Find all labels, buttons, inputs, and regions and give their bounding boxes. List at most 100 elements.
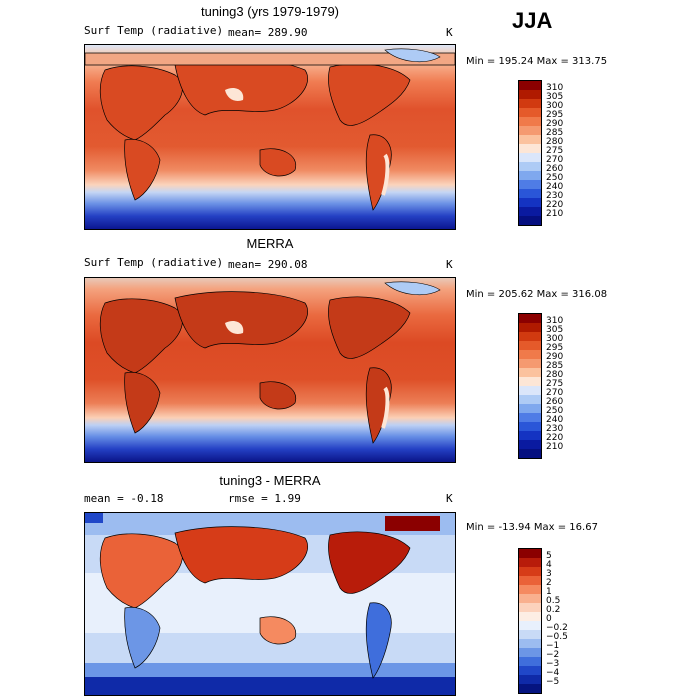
temperature-map: [84, 277, 456, 463]
colorbar-swatch: [519, 153, 541, 162]
unit-label: K: [446, 26, 453, 39]
colorbar-tick-label: 210: [546, 442, 564, 452]
colorbar-tick-label: 290: [546, 352, 564, 362]
colorbar-swatch: [519, 144, 541, 153]
panel-title: tuning3 (yrs 1979-1979): [200, 4, 340, 19]
colorbar-swatch: [519, 630, 541, 639]
colorbar-swatch: [519, 368, 541, 377]
min-max-label: Min = 195.24 Max = 313.75: [466, 56, 608, 67]
colorbar-swatch: [519, 359, 541, 368]
colorbar-tick-label: 285: [546, 361, 564, 371]
colorbar-tick-label: 270: [546, 388, 564, 398]
colorbar-tick-label: 220: [546, 433, 564, 443]
season-label: JJA: [512, 8, 553, 33]
colorbar-swatch: [519, 126, 541, 135]
colorbar-tick-label: 300: [546, 101, 564, 111]
variable-label: Surf Temp (radiative): [84, 256, 224, 269]
unit-label: K: [446, 258, 453, 271]
colorbar-tick-label: 220: [546, 200, 564, 210]
colorbar-tick-label: −0.2: [546, 623, 568, 633]
continent-outlines: [99, 526, 411, 679]
colorbar-swatch: [519, 684, 541, 693]
colorbar-swatch: [519, 341, 541, 350]
colorbar-swatch: [519, 422, 541, 431]
colorbar-tick-label: 305: [546, 92, 564, 102]
colorbar-swatch: [519, 639, 541, 648]
colorbar-tick-label: 250: [546, 173, 564, 183]
colorbar-swatch: [519, 216, 541, 225]
colorbar-swatch: [519, 666, 541, 675]
colorbar-tick-label: −2: [546, 650, 560, 660]
colorbar-tick-label: 230: [546, 191, 564, 201]
colorbar-tick-label: −5: [546, 677, 560, 687]
colorbar-swatch: [519, 90, 541, 99]
colorbar-swatch: [519, 657, 541, 666]
colorbar-swatch: [519, 99, 541, 108]
colorbar-tick-label: 275: [546, 379, 564, 389]
colorbar-tick-label: 240: [546, 415, 564, 425]
colorbar-tick-label: 0.5: [546, 596, 561, 606]
colorbar-swatch: [519, 413, 541, 422]
colorbar-tick-label: −4: [546, 668, 560, 678]
colorbar-tick-label: 0: [546, 614, 552, 624]
colorbar-swatch: [519, 135, 541, 144]
colorbar-tick-label: 4: [546, 560, 552, 570]
colorbar-tick-label: 310: [546, 83, 564, 93]
colorbar-swatch: [519, 180, 541, 189]
colorbar-tick-label: 300: [546, 334, 564, 344]
difference-map: [84, 512, 456, 696]
colorbar-swatch: [519, 108, 541, 117]
colorbar-swatch: [519, 171, 541, 180]
colorbar-tick-label: 0.2: [546, 605, 561, 615]
colorbar-tick-label: 290: [546, 119, 564, 129]
variable-label: Surf Temp (radiative): [84, 24, 224, 37]
colorbar-tick-labels: 310 305 300 295 290 285 280 275 270 260 …: [546, 317, 563, 452]
colorbar-tick-label: 285: [546, 128, 564, 138]
colorbar-swatch: [519, 81, 541, 90]
colorbar-swatch: [519, 431, 541, 440]
colorbar-tick-label: 310: [546, 316, 564, 326]
continent-outlines: [85, 52, 455, 211]
colorbar-tick-label: 230: [546, 424, 564, 434]
colorbar-tick-label: 280: [546, 370, 564, 380]
colorbar-tick-label: −1: [546, 641, 560, 651]
unit-label: K: [446, 492, 453, 505]
colorbar-tick-label: 260: [546, 164, 564, 174]
min-max-label: Min = -13.94 Max = 16.67: [466, 522, 598, 533]
colorbar-swatch: [519, 386, 541, 395]
colorbar-tick-label: 270: [546, 155, 564, 165]
panel-title: tuning3 - MERRA: [219, 473, 321, 488]
colorbar-swatch: [519, 603, 541, 612]
colorbar-swatch: [519, 323, 541, 332]
panel-title: MERRA: [246, 236, 294, 251]
colorbar-tick-label: 3: [546, 569, 552, 579]
colorbar: [518, 80, 542, 226]
colorbar-tick-label: 5: [546, 551, 552, 561]
colorbar-swatch: [519, 189, 541, 198]
colorbar-swatch: [519, 558, 541, 567]
colorbar-swatch: [519, 567, 541, 576]
colorbar-swatch: [519, 404, 541, 413]
colorbar-swatch: [519, 117, 541, 126]
mean-label: mean = -0.18: [84, 492, 164, 505]
rmse-label: rmse = 1.99: [228, 492, 301, 505]
colorbar-swatch: [519, 207, 541, 216]
colorbar-swatch: [519, 612, 541, 621]
colorbar-swatch: [519, 621, 541, 630]
colorbar-swatch: [519, 585, 541, 594]
colorbar-tick-label: 280: [546, 137, 564, 147]
colorbar-tick-label: 295: [546, 343, 564, 353]
colorbar-swatch: [519, 675, 541, 684]
colorbar-swatch: [519, 395, 541, 404]
colorbar-swatch: [519, 594, 541, 603]
colorbar-tick-label: 2: [546, 578, 552, 588]
mean-label: mean= 289.90: [228, 26, 308, 39]
colorbar-swatch: [519, 440, 541, 449]
colorbar-tick-label: 210: [546, 209, 564, 219]
temperature-map: [84, 44, 456, 230]
min-max-label: Min = 205.62 Max = 316.08: [466, 289, 608, 300]
colorbar-swatch: [519, 549, 541, 558]
colorbar-swatch: [519, 449, 541, 458]
colorbar-tick-label: 305: [546, 325, 564, 335]
colorbar-tick-label: 275: [546, 146, 564, 156]
